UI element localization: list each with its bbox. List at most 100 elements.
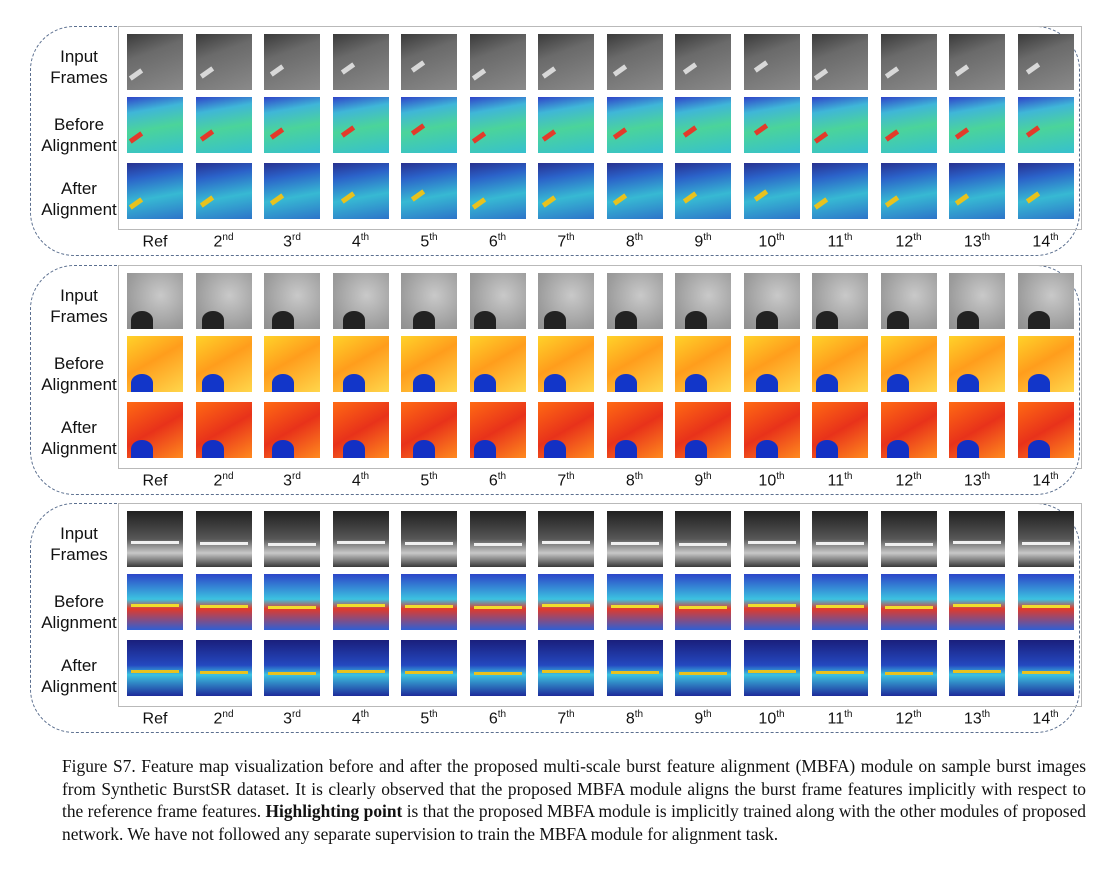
before-feature-tile — [401, 574, 457, 630]
frame-label-number: 6 — [488, 710, 498, 728]
input-feature-tile — [743, 34, 800, 90]
frame-label-number: 13 — [963, 233, 982, 251]
tile-feature-mark — [272, 440, 294, 458]
frame-label: 8th — [605, 705, 665, 729]
before-feature-tile — [195, 574, 252, 630]
before-feature-tile — [880, 336, 937, 392]
tile-feature-mark — [884, 672, 933, 675]
after-feature-tile — [264, 640, 320, 696]
before-feature-tile — [401, 97, 457, 153]
before-feature-tile — [332, 97, 389, 153]
after-feature-tile — [880, 402, 937, 458]
frame-label-suffix: th — [981, 709, 991, 720]
tile-feature-mark — [886, 440, 909, 458]
tile-feature-mark — [610, 542, 659, 545]
before-feature-tile — [606, 574, 663, 630]
before-feature-tile — [332, 574, 389, 630]
after-feature-tile — [949, 640, 1005, 696]
after-feature-tile — [675, 163, 731, 219]
after-feature-tile — [743, 640, 800, 696]
frame-label-number: 11 — [827, 472, 845, 490]
frame-label: 5th — [399, 467, 459, 491]
row-label-line: After — [61, 179, 97, 198]
row-label-input: Input Frames — [34, 523, 124, 565]
before-feature-tile — [1017, 574, 1074, 630]
tile-feature-mark — [131, 374, 153, 392]
tile-feature-mark — [614, 440, 637, 458]
tile-feature-mark — [747, 604, 796, 607]
frame-label: 10th — [742, 705, 802, 729]
frame-label: 5th — [399, 705, 459, 729]
caption-text-1: Figure S7. Feature map visualization bef… — [62, 756, 1086, 821]
tile-feature-mark — [269, 64, 285, 77]
after-feature-tile — [1017, 163, 1074, 219]
after-feature-tile — [332, 640, 389, 696]
input-feature-tile — [812, 34, 868, 90]
frame-label: 6th — [468, 228, 528, 252]
tile-feature-mark — [954, 127, 970, 140]
tile-feature-mark — [268, 606, 316, 609]
input-feature-tile — [880, 273, 937, 329]
frame-label-number: 12 — [895, 472, 914, 490]
input-feature-tile — [538, 34, 594, 90]
input-feature-tile — [127, 273, 183, 329]
after-feature-tile — [812, 640, 868, 696]
image-grid-frame — [118, 26, 1082, 230]
tile-feature-mark — [199, 129, 214, 142]
input-feature-tile — [606, 511, 663, 567]
frame-label: 4th — [331, 467, 391, 491]
after-feature-tile — [127, 640, 183, 696]
tile-feature-mark — [954, 64, 970, 77]
after-feature-tile — [949, 163, 1005, 219]
frame-label-suffix: th — [634, 709, 644, 720]
frame-label-number: 14 — [1032, 710, 1051, 728]
frame-label-number: 2 — [213, 233, 223, 251]
tile-feature-mark — [755, 311, 778, 329]
tile-feature-mark — [1027, 374, 1050, 392]
tile-feature-mark — [884, 543, 933, 546]
row-label-line: Before — [53, 354, 105, 373]
frame-label-suffix: nd — [222, 471, 234, 482]
frame-label: 9th — [673, 705, 733, 729]
frame-label: 4th — [331, 228, 391, 252]
tile-feature-mark — [816, 374, 838, 392]
frame-label: 6th — [468, 467, 528, 491]
frame-label-suffix: th — [844, 471, 853, 482]
input-feature-tile — [127, 34, 183, 90]
frame-label: 3rd — [262, 228, 322, 252]
tile-feature-mark — [131, 604, 179, 607]
before-feature-tile — [949, 336, 1005, 392]
tile-feature-mark — [1021, 542, 1070, 545]
tile-feature-mark — [682, 125, 698, 138]
tile-feature-mark — [614, 374, 637, 392]
frame-label-number: Ref — [142, 472, 168, 490]
row-label-line: Alignment — [41, 375, 117, 394]
tile-feature-mark — [405, 671, 453, 674]
frame-label-suffix: th — [429, 709, 438, 720]
input-feature-tile — [949, 273, 1005, 329]
after-feature-tile — [401, 640, 457, 696]
before-feature-tile — [127, 97, 183, 153]
frame-label-suffix: th — [360, 709, 370, 720]
before-feature-tile — [812, 97, 868, 153]
frame-label: 4th — [331, 705, 391, 729]
frame-label-number: 11 — [827, 233, 845, 251]
after-feature-tile — [743, 402, 800, 458]
frame-label: 10th — [742, 228, 802, 252]
after-feature-tile — [538, 640, 594, 696]
after-feature-tile — [1017, 402, 1074, 458]
tile-feature-mark — [813, 68, 829, 81]
frame-label-number: 12 — [895, 710, 914, 728]
tile-feature-mark — [473, 672, 522, 675]
row-label-line: Frames — [50, 68, 108, 87]
tile-feature-mark — [816, 440, 838, 458]
frame-label-suffix: th — [566, 709, 575, 720]
input-feature-tile — [469, 511, 526, 567]
frame-label-suffix: rd — [292, 709, 301, 720]
tile-feature-mark — [413, 311, 435, 329]
tile-feature-mark — [471, 131, 486, 144]
tile-feature-mark — [342, 374, 365, 392]
input-feature-tile — [1017, 273, 1074, 329]
tile-feature-mark — [268, 672, 316, 675]
tile-feature-mark — [886, 374, 909, 392]
